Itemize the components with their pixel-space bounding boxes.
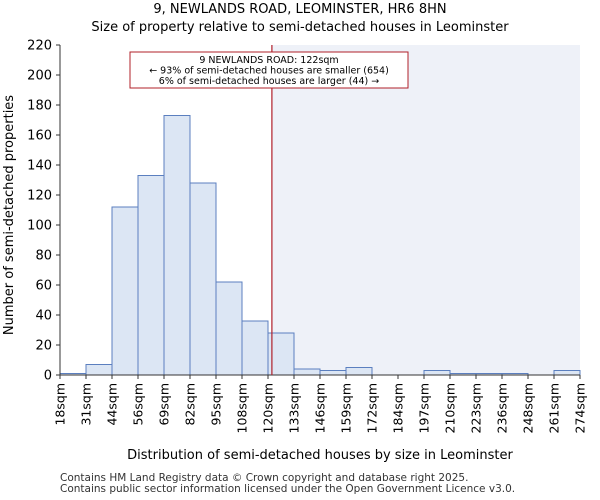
y-tick-label: 220 [27, 39, 52, 54]
y-tick-label: 100 [27, 219, 52, 234]
x-tick-label: 210sqm [443, 383, 458, 433]
histogram-bar [85, 364, 113, 376]
x-tick-label: 95sqm [209, 383, 224, 426]
x-tick-label: 274sqm [573, 383, 588, 433]
histogram-bar [137, 175, 165, 376]
x-axis-title: Distribution of semi-detached houses by … [127, 448, 513, 463]
highlight-region [271, 45, 580, 375]
y-tick-label: 160 [27, 129, 52, 144]
x-tick-label: 172sqm [365, 383, 380, 433]
histogram-bar [319, 370, 347, 376]
y-axis-title: Number of semi-detached properties [2, 95, 17, 335]
x-tick-label: 261sqm [547, 383, 562, 433]
x-tick-label: 82sqm [183, 383, 198, 426]
x-tick-label: 223sqm [469, 383, 484, 433]
x-tick-label: 236sqm [495, 383, 510, 433]
histogram-bar [111, 206, 139, 376]
chart-title-line1: 9, NEWLANDS ROAD, LEOMINSTER, HR6 8HN [153, 2, 447, 17]
x-tick-label: 248sqm [521, 383, 536, 433]
y-tick-label: 80 [35, 249, 52, 264]
annotation-box [129, 51, 409, 89]
y-tick-label: 140 [27, 159, 52, 174]
y-tick-label: 200 [27, 69, 52, 84]
histogram-bar [189, 182, 217, 376]
histogram-bar [293, 368, 321, 376]
x-tick-label: 120sqm [261, 383, 276, 433]
x-tick-label: 31sqm [79, 383, 94, 426]
x-tick-label: 56sqm [131, 383, 146, 426]
histogram-bar [553, 370, 581, 376]
x-tick-label: 184sqm [391, 383, 406, 433]
y-tick-label: 40 [35, 309, 52, 324]
y-tick-label: 0 [44, 369, 52, 384]
annotation-line-3: 6% of semi-detached houses are larger (4… [159, 76, 379, 87]
annotation-line-1: 9 NEWLANDS ROAD: 122sqm [199, 55, 338, 66]
x-tick-label: 69sqm [157, 383, 172, 426]
y-tick-label: 60 [35, 279, 52, 294]
chart-title-line2: Size of property relative to semi-detach… [91, 20, 509, 35]
x-tick-label: 159sqm [339, 383, 354, 433]
x-tick-label: 197sqm [417, 383, 432, 433]
footer-copyright: Contains HM Land Registry data © Crown c… [60, 472, 469, 484]
histogram-bar [345, 367, 373, 376]
x-tick-label: 146sqm [313, 383, 328, 433]
x-tick-label: 108sqm [235, 383, 250, 433]
x-tick-label: 133sqm [287, 383, 302, 433]
x-tick-label: 18sqm [53, 383, 68, 426]
footer-licence: Contains public sector information licen… [60, 483, 516, 495]
histogram-bar [163, 115, 191, 376]
histogram-bar [241, 320, 269, 376]
histogram-bar [423, 370, 451, 376]
y-tick-label: 120 [27, 189, 52, 204]
histogram-bar [215, 281, 243, 376]
y-tick-label: 20 [35, 339, 52, 354]
annotation-line-2: ← 93% of semi-detached houses are smalle… [149, 66, 389, 77]
y-tick-label: 180 [27, 99, 52, 114]
x-tick-label: 44sqm [105, 383, 120, 426]
